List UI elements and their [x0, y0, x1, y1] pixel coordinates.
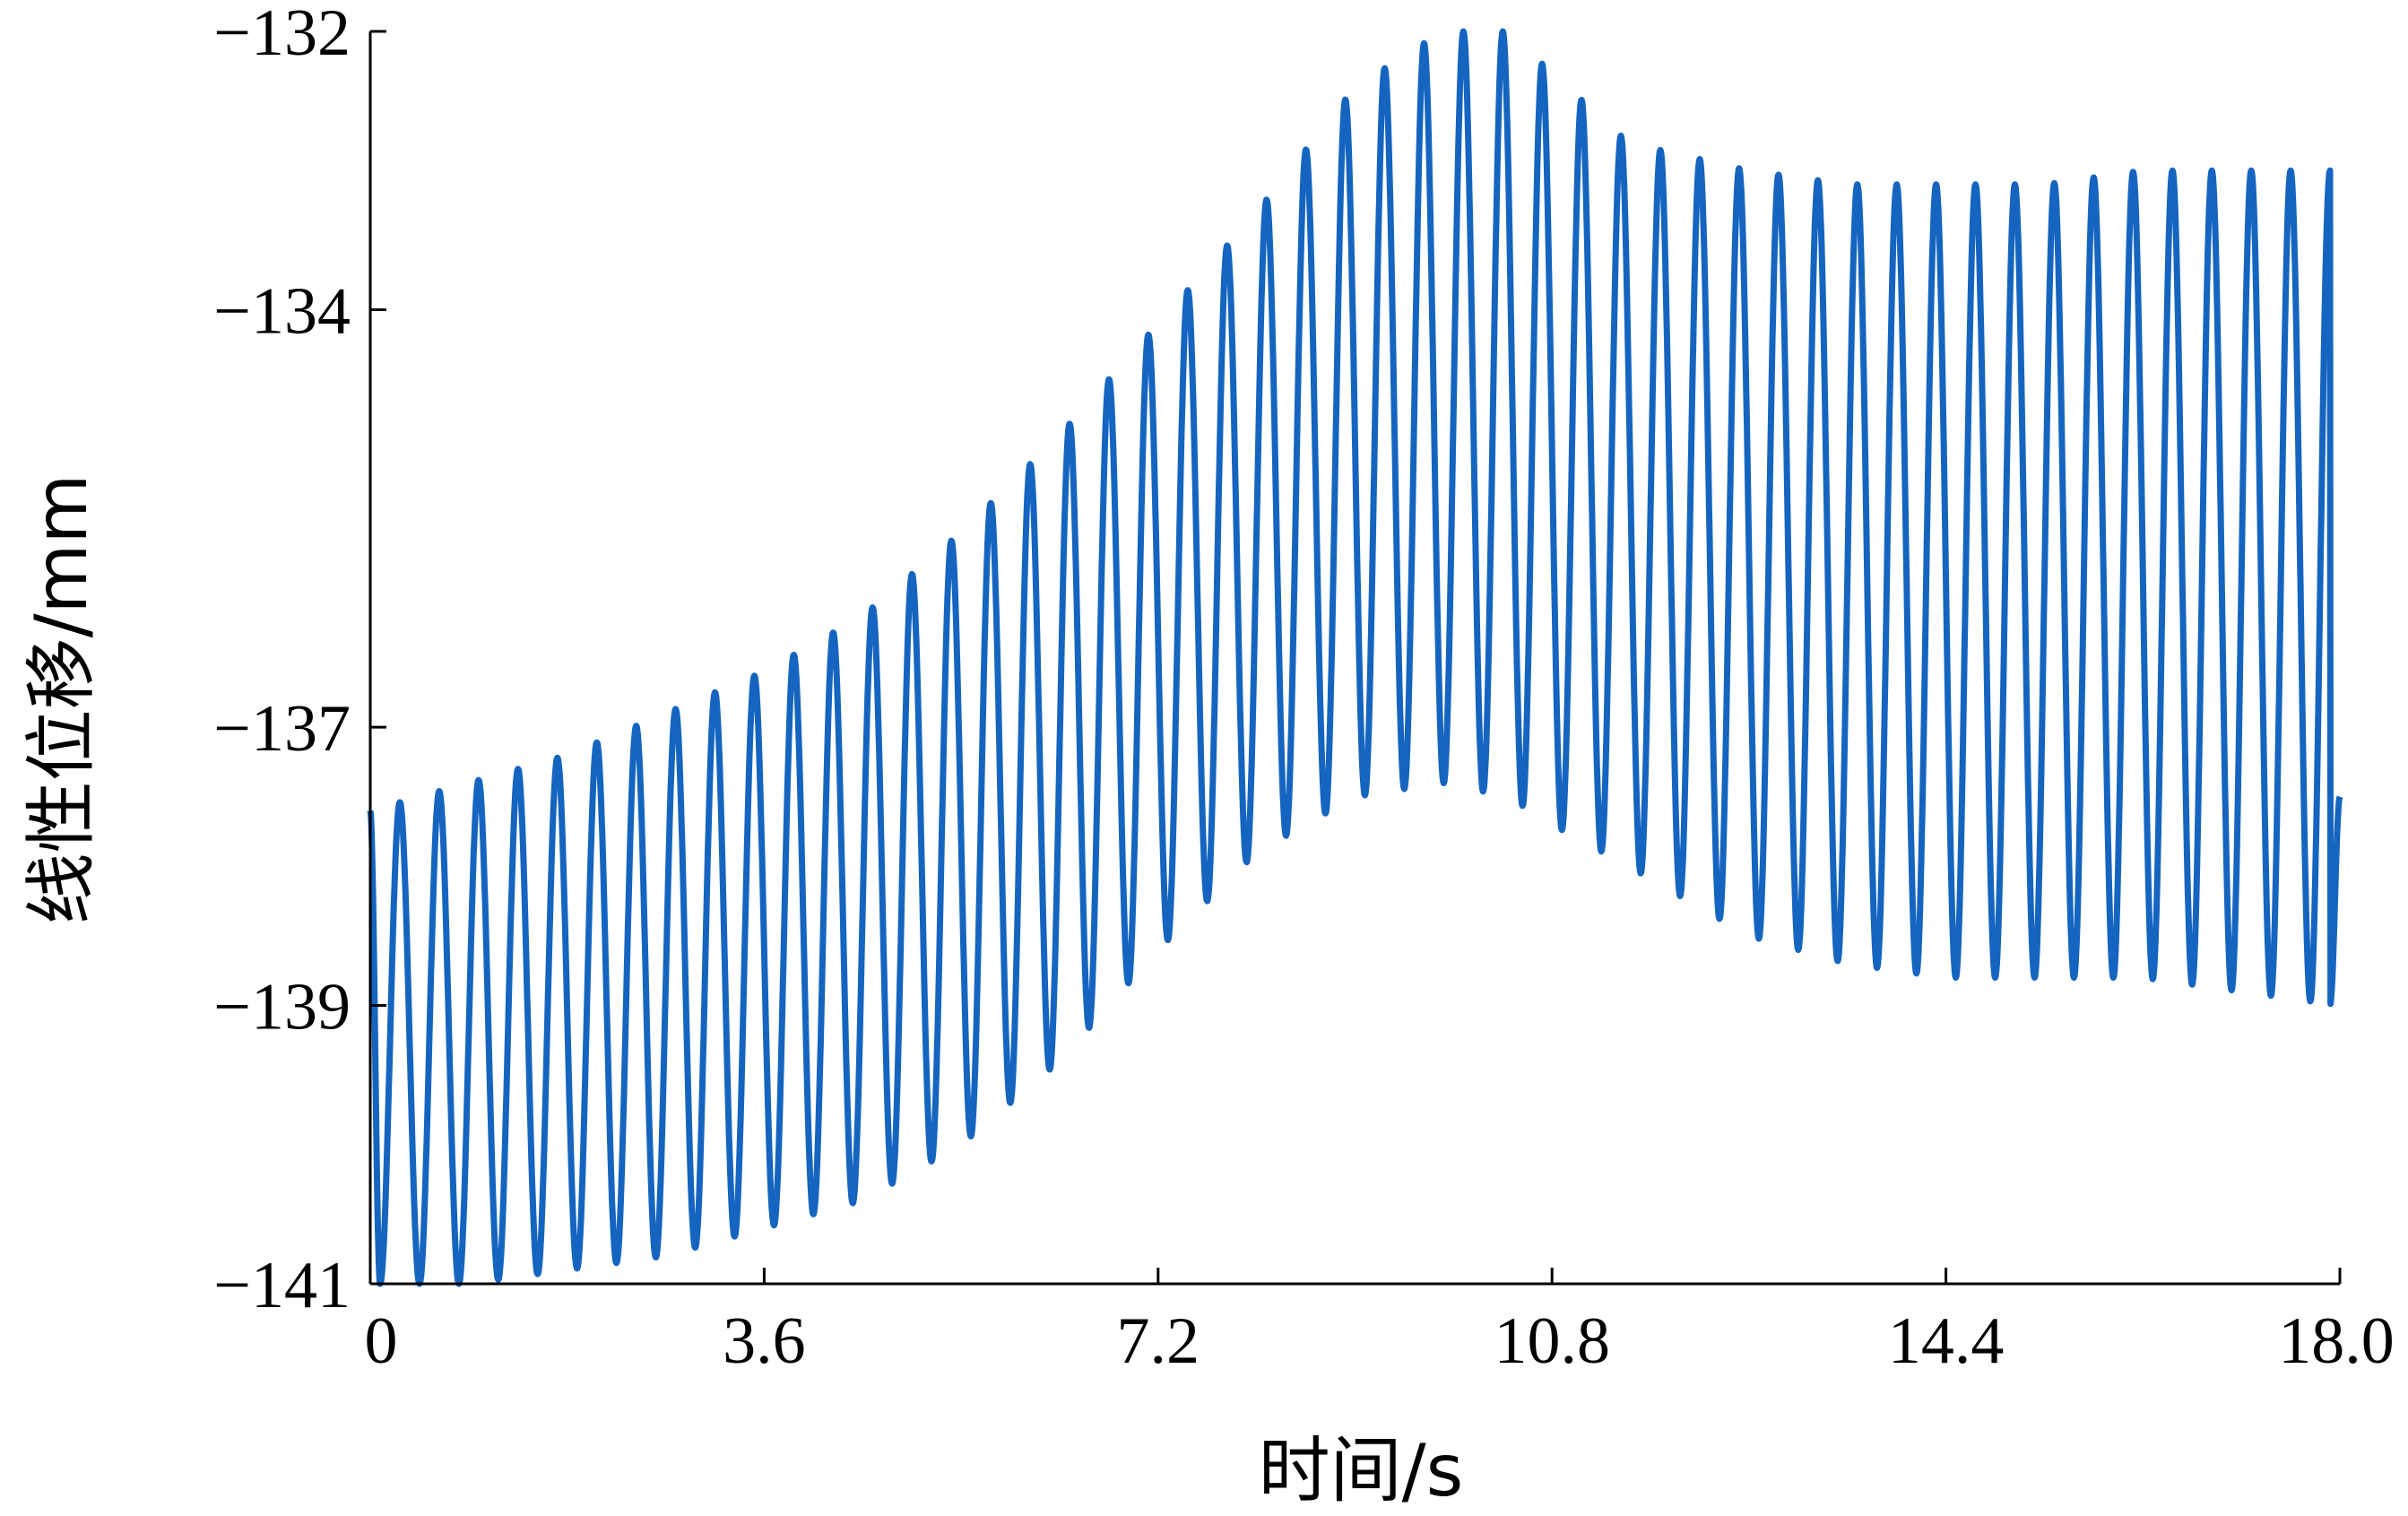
y-ticks: −132 −134 −137 −139 −141 [213, 0, 386, 1322]
y-tick-label: −137 [213, 692, 351, 766]
y-tick-label: −139 [213, 971, 351, 1044]
y-tick-label: −134 [213, 274, 351, 348]
x-tick-label: 3.6 [723, 1304, 806, 1378]
x-tick-label: 10.8 [1494, 1304, 1610, 1378]
x-tick-label: 14.4 [1888, 1304, 2005, 1378]
y-tick-label: −141 [213, 1249, 351, 1322]
series-line [367, 28, 2343, 1287]
y-tick-label: −132 [213, 0, 351, 70]
axes [368, 31, 2340, 1286]
plot-area [367, 28, 2343, 1287]
x-tick-label: 18.0 [2278, 1304, 2395, 1378]
x-tick-label: 7.2 [1117, 1304, 1200, 1378]
x-tick-label: 0 [365, 1304, 398, 1378]
y-axis-title: 线性位移/mm [20, 474, 103, 925]
x-ticks: 0 3.6 7.2 10.8 14.4 18.0 [365, 1268, 2395, 1378]
x-axis-title: 时间/s [1259, 1429, 1464, 1512]
